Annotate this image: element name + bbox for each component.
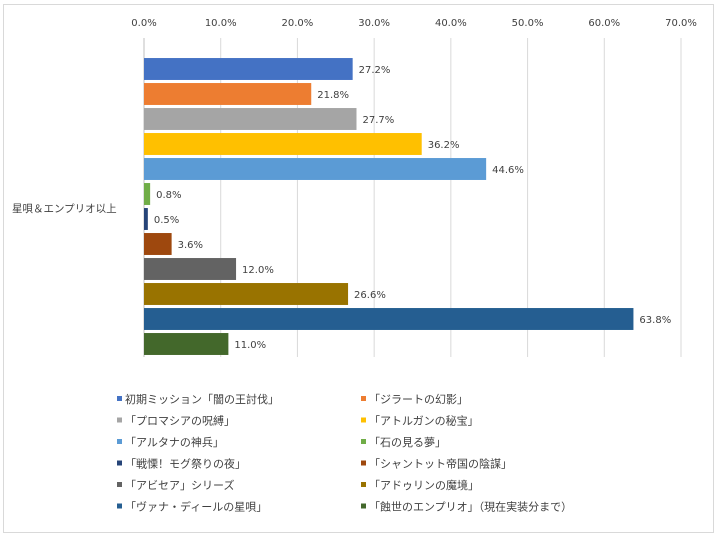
x-tick-label: 60.0% <box>588 18 620 29</box>
data-label: 36.2% <box>428 140 460 151</box>
legend-label: 「戦慄！モグ祭りの夜」 <box>125 457 246 471</box>
data-label: 44.6% <box>492 165 524 176</box>
data-label: 26.6% <box>354 290 386 301</box>
x-tick-label: 10.0% <box>205 18 237 29</box>
bar <box>144 108 357 130</box>
data-label: 27.2% <box>359 65 391 76</box>
legend-label: 「アドゥリンの魔境」 <box>369 478 479 492</box>
data-label: 21.8% <box>317 90 349 101</box>
data-label: 0.5% <box>154 215 179 226</box>
bar <box>144 258 237 280</box>
legend-swatch <box>361 503 366 509</box>
bar <box>144 233 172 255</box>
category-label: 星唄＆エンプリオ以上 <box>12 203 117 215</box>
data-label: 11.0% <box>234 340 266 351</box>
legend-swatch <box>117 396 122 401</box>
legend-swatch <box>361 482 366 487</box>
legend-label: 「シャントット帝国の陰謀」 <box>369 457 512 471</box>
x-tick-label: 20.0% <box>282 18 314 29</box>
legend-label: 「ヴァナ・ディールの星唄」 <box>125 500 267 514</box>
chart-frame <box>3 4 714 533</box>
bar <box>144 133 422 155</box>
bar <box>144 58 353 80</box>
legend-swatch <box>117 503 122 509</box>
x-tick-label: 30.0% <box>358 18 390 29</box>
data-label: 3.6% <box>178 240 203 251</box>
bar <box>144 283 349 305</box>
legend-label: 「石の見る夢」 <box>369 436 446 449</box>
x-tick-label: 70.0% <box>665 18 697 29</box>
legend-label: 「アルタナの神兵」 <box>125 435 224 449</box>
bar <box>144 308 634 330</box>
bar <box>144 83 312 105</box>
bar <box>144 208 148 230</box>
legend-label: 「アトルガンの秘宝」 <box>369 414 479 428</box>
data-label: 0.8% <box>156 190 181 201</box>
x-axis-ticks: 0.0% 10.0% 20.0% 30.0% 40.0% 50.0% 60.0% 70.0% <box>131 18 697 29</box>
data-label: 27.7% <box>362 115 394 126</box>
legend: 初期ミッション「闇の王討伐」 「ジラートの幻影」「プロマシアの呪縛」 「アトルガンの… <box>117 392 572 514</box>
x-tick-label: 50.0% <box>512 18 544 29</box>
legend-swatch <box>117 482 122 487</box>
data-label: 63.8% <box>639 315 671 326</box>
legend-swatch <box>361 460 366 466</box>
legend-swatch <box>361 417 366 423</box>
bar <box>144 158 487 180</box>
legend-label: 「蝕世のエンプリオ」（現在実装分まで） <box>369 500 572 514</box>
bars <box>144 58 634 355</box>
bar <box>144 333 229 355</box>
data-label: 12.0% <box>242 265 274 276</box>
legend-label: 「プロマシアの呪縛」 <box>125 414 235 428</box>
x-tick-label: 0.0% <box>131 18 156 29</box>
bar <box>144 183 151 205</box>
legend-label: 初期ミッション「闇の王討伐」 <box>125 392 279 406</box>
legend-swatch <box>361 439 366 444</box>
legend-swatch <box>117 417 122 423</box>
legend-swatch <box>117 439 122 444</box>
data-labels: 27.2% 21.8% 27.7% 36.2% 44.6% 0.8% 0.5% 3.6% 12.… <box>154 65 671 351</box>
legend-label: 「ジラートの幻影」 <box>369 393 468 406</box>
legend-swatch <box>117 460 122 466</box>
x-tick-label: 40.0% <box>435 18 467 29</box>
legend-label: 「アビセア」シリーズ <box>125 478 234 492</box>
legend-swatch <box>361 396 366 401</box>
